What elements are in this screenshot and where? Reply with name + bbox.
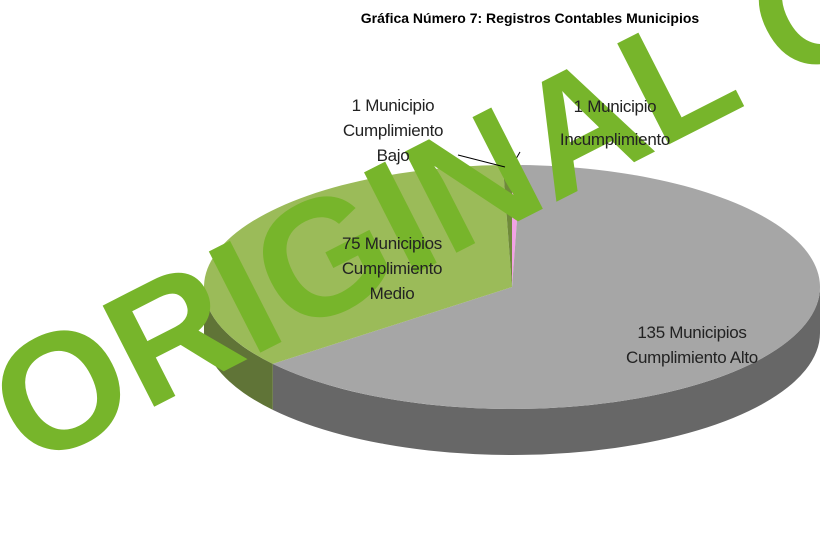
slice [272,165,820,409]
leader-line [457,154,506,168]
category-label: Cumplimiento Alto [626,348,758,367]
slice [512,165,522,287]
value-label: 75 Municipios [341,234,443,253]
value-label: 1 Municipio [573,97,657,116]
slice [502,165,512,287]
slice-label: 75 Municipios Cumplimiento Medio [337,231,447,306]
slice-label: 135 Municipios Cumplimiento Alto [592,320,792,370]
slice-label: 1 Municipio Incumplimiento [515,94,715,152]
slice [204,165,512,364]
slice-side [204,287,273,410]
value-label: 1 Municipio [351,96,435,115]
category-label: Cumplimiento Bajo [342,121,444,165]
slice-label: 1 Municipio Cumplimiento Bajo [338,93,448,168]
category-label: Incumplimiento [559,130,671,149]
value-label: 135 Municipios [637,323,747,342]
leader-line [512,151,521,165]
category-label: Cumplimiento Medio [341,259,443,303]
chart-title: Gráfica Número 7: Registros Contables Mu… [360,10,700,26]
pie [204,165,820,455]
slice-side [272,287,820,455]
